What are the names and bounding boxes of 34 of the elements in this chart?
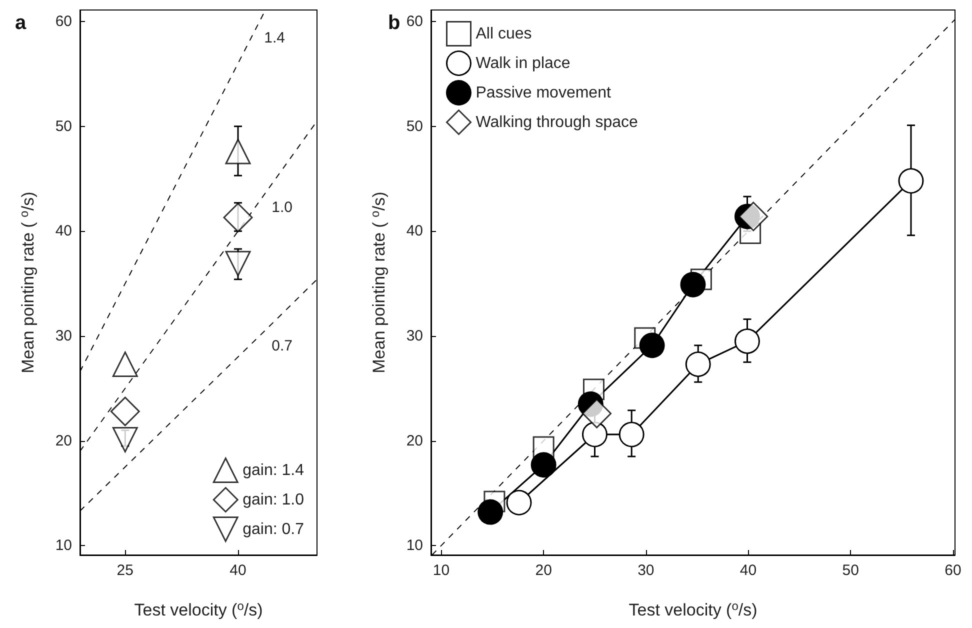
y-tick-label: 50	[55, 118, 72, 135]
y-tick-label: 60	[406, 13, 423, 30]
legend-label: Passive movement	[476, 84, 612, 102]
y-tick-label: 10	[406, 537, 423, 554]
legend-label: Walking through space	[476, 114, 638, 131]
legend-label: gain: 1.4	[242, 462, 304, 479]
legend-label: All cues	[476, 25, 532, 42]
y-tick-label: 20	[55, 432, 72, 450]
series-label: 1.0	[272, 199, 293, 216]
x-tick-label: 50	[842, 562, 859, 579]
y-tick-label: 60	[55, 13, 72, 30]
chart-title: a	[15, 12, 27, 34]
y-tick-label: 20	[406, 432, 423, 450]
x-tick-label: 20	[535, 562, 552, 579]
x-tick-label: 25	[116, 562, 134, 579]
y-tick-label: 30	[55, 327, 72, 344]
x-tick-label: 40	[740, 562, 757, 579]
x-tick-label: 10	[432, 562, 450, 579]
y-tick-label: 40	[55, 222, 72, 240]
legend-label: gain: 0.7	[242, 520, 304, 538]
y-axis-title: Mean pointing rate ( o/s)	[17, 192, 38, 374]
chart-title: b	[388, 12, 400, 34]
y-tick-label: 50	[406, 118, 423, 135]
y-tick-label: 40	[406, 222, 423, 240]
x-tick-label: 60	[944, 562, 962, 579]
x-tick-label: 40	[230, 562, 246, 579]
legend-label: gain: 1.0	[242, 491, 304, 508]
series-label: 1.4	[264, 29, 285, 46]
y-tick-label: 30	[406, 327, 423, 344]
legend-label: Walk in place	[476, 54, 570, 72]
x-tick-label: 30	[638, 562, 654, 579]
y-axis-title: Mean pointing rate ( o/s)	[368, 192, 388, 374]
y-tick-label: 10	[55, 537, 72, 554]
series-label: 0.7	[272, 338, 293, 355]
